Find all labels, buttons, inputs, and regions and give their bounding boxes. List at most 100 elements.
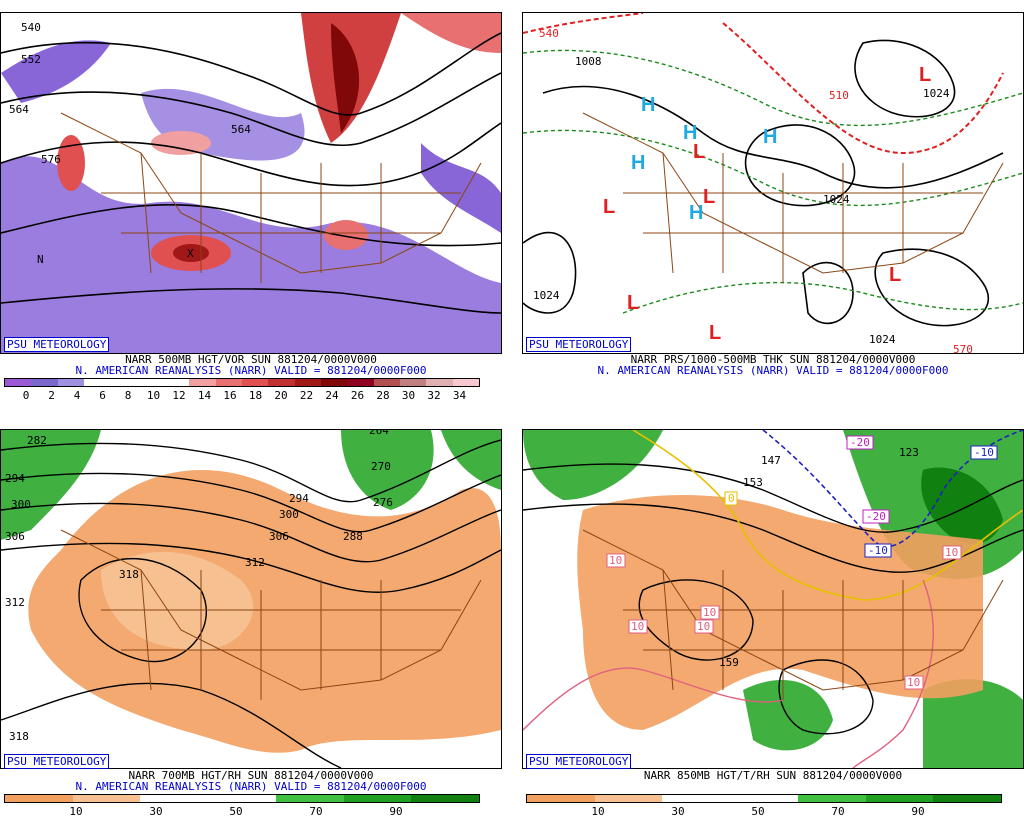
low-pressure-symbol: L bbox=[889, 264, 901, 286]
map-label: 564 bbox=[231, 123, 251, 136]
colorbar-segment bbox=[136, 379, 163, 386]
temp-label: 10 bbox=[631, 620, 644, 633]
caption-title: NARR 850MB HGT/T/RH SUN 881204/0000V000 bbox=[643, 769, 903, 782]
temp-label: 10 bbox=[697, 620, 710, 633]
low-pressure-symbol: L bbox=[627, 292, 639, 314]
map-label: 510 bbox=[829, 89, 849, 102]
map-label: 123 bbox=[899, 446, 919, 459]
caption-title: NARR 700MB HGT/RH SUN 881204/0000V000 bbox=[128, 769, 374, 782]
colorbar-tick-label: 90 bbox=[911, 805, 925, 818]
high-pressure-symbol: H bbox=[689, 202, 703, 224]
panel-surface-pressure-thickness: L L L L L L L H H H H H 540 1008 1024 10… bbox=[522, 12, 1024, 404]
colorbar-segment bbox=[411, 795, 479, 802]
colorbar-segment bbox=[189, 379, 216, 386]
colorbar-tick-label: 4 bbox=[73, 389, 81, 402]
map-label: 1024 bbox=[823, 193, 850, 206]
colorbar-segment bbox=[294, 379, 321, 386]
psu-meteorology-badge: PSU METEOROLOGY bbox=[4, 337, 110, 352]
colorbar-tick-label: 8 bbox=[124, 389, 132, 402]
map-label: 570 bbox=[953, 343, 973, 353]
map-label: 294 bbox=[5, 472, 25, 485]
temp-label: -20 bbox=[866, 510, 886, 523]
temp-label: 10 bbox=[703, 606, 716, 619]
map-label: 300 bbox=[11, 498, 31, 511]
map-label: 159 bbox=[719, 656, 739, 669]
temp-label: 10 bbox=[907, 676, 920, 689]
colorbar-tick-label: 24 bbox=[325, 389, 339, 402]
panel-700mb-rh: 282 294 300 306 312 318 318 270 276 288 … bbox=[0, 429, 502, 819]
map-label: 1008 bbox=[575, 55, 602, 68]
low-pressure-symbol: L bbox=[703, 186, 715, 208]
colorbar-tick-label: 26 bbox=[350, 389, 365, 402]
colorbar-segment bbox=[57, 379, 84, 386]
map-label: 552 bbox=[21, 53, 41, 66]
psu-meteorology-badge: PSU METEOROLOGY bbox=[4, 754, 110, 769]
map-label: 270 bbox=[371, 460, 391, 473]
map-label: 1024 bbox=[923, 87, 950, 100]
map-label: 540 bbox=[21, 21, 41, 34]
colorbar-tick-label: 70 bbox=[831, 805, 845, 818]
low-pressure-symbol: L bbox=[603, 196, 615, 218]
map-label: 264 bbox=[369, 430, 389, 437]
map-label: 564 bbox=[9, 103, 29, 116]
high-pressure-symbol: H bbox=[763, 126, 777, 148]
colorbar-segment bbox=[83, 379, 111, 386]
psu-meteorology-badge: PSU METEOROLOGY bbox=[526, 337, 632, 352]
colorbar-segment bbox=[730, 795, 798, 802]
high-pressure-symbol: H bbox=[631, 152, 645, 174]
map-label: 306 bbox=[269, 530, 289, 543]
colorbar-segment bbox=[347, 379, 374, 386]
map-label: 300 bbox=[279, 508, 299, 521]
panel-500mb-vorticity: 540 552 564 576 564 N X PSU METEOROLOGY … bbox=[0, 12, 502, 404]
map-label: 282 bbox=[27, 434, 47, 447]
colorbar-tick-label: 0 bbox=[22, 389, 30, 402]
rh-colorbar-ticks: 10 30 50 70 90 bbox=[526, 805, 1002, 818]
map-label: 312 bbox=[245, 556, 265, 569]
colorbar-segment bbox=[320, 379, 348, 386]
map-label: 294 bbox=[289, 492, 309, 505]
psu-meteorology-badge: PSU METEOROLOGY bbox=[526, 754, 632, 769]
colorbar-segment bbox=[208, 795, 276, 802]
map-label: 306 bbox=[5, 530, 25, 543]
colorbar-segment bbox=[140, 795, 209, 802]
colorbar-segment bbox=[5, 795, 73, 802]
map-label: 312 bbox=[5, 596, 25, 609]
colorbar-segment bbox=[110, 379, 137, 386]
map-label: 540 bbox=[539, 27, 559, 40]
temp-label: 10 bbox=[609, 554, 622, 567]
vorticity-colorbar bbox=[4, 378, 480, 387]
colorbar-segment bbox=[343, 795, 412, 802]
caption-valid: N. AMERICAN REANALYSIS (NARR) VALID = 88… bbox=[75, 780, 427, 793]
high-pressure-symbol: H bbox=[641, 94, 655, 116]
caption-title: NARR 500MB HGT/VOR SUN 881204/0000V000 bbox=[125, 353, 377, 366]
colorbar-tick-label: 14 bbox=[197, 389, 212, 402]
colorbar-tick-label: 12 bbox=[172, 389, 186, 402]
vorticity-colorbar-ticks: 0 2 4 6 8 10 12 14 16 18 20 22 24 26 28 30 32 34 bbox=[4, 389, 480, 402]
rh-colorbar bbox=[4, 794, 480, 803]
rh-colorbar bbox=[526, 794, 1002, 803]
colorbar-tick-label: 20 bbox=[274, 389, 288, 402]
colorbar-segment bbox=[5, 379, 32, 386]
colorbar-tick-label: 30 bbox=[671, 805, 685, 818]
map-label: 1024 bbox=[869, 333, 896, 346]
temp-label: -10 bbox=[974, 446, 994, 459]
map-label: 153 bbox=[743, 476, 763, 489]
colorbar-tick-label: 10 bbox=[146, 389, 161, 402]
colorbar-segment bbox=[241, 379, 269, 386]
map-label: 147 bbox=[761, 454, 781, 467]
low-pressure-symbol: L bbox=[919, 64, 931, 86]
caption-title: NARR PRS/1000-500MB THK SUN 881204/0000V… bbox=[630, 353, 916, 366]
map-label: 288 bbox=[343, 530, 363, 543]
map-label: X bbox=[187, 247, 194, 260]
rh-colorbar-ticks: 10 30 50 70 90 bbox=[4, 805, 480, 818]
colorbar-segment bbox=[275, 795, 344, 802]
colorbar-segment bbox=[594, 795, 663, 802]
colorbar-tick-label: 32 bbox=[427, 389, 441, 402]
low-pressure-symbol: L bbox=[693, 141, 705, 163]
colorbar-segment bbox=[215, 379, 242, 386]
map-label: 1024 bbox=[533, 289, 560, 302]
high-pressure-symbol: H bbox=[683, 122, 697, 144]
colorbar-tick-label: 30 bbox=[149, 805, 163, 818]
low-pressure-symbol: L bbox=[709, 322, 721, 344]
map-label: 318 bbox=[119, 568, 139, 581]
